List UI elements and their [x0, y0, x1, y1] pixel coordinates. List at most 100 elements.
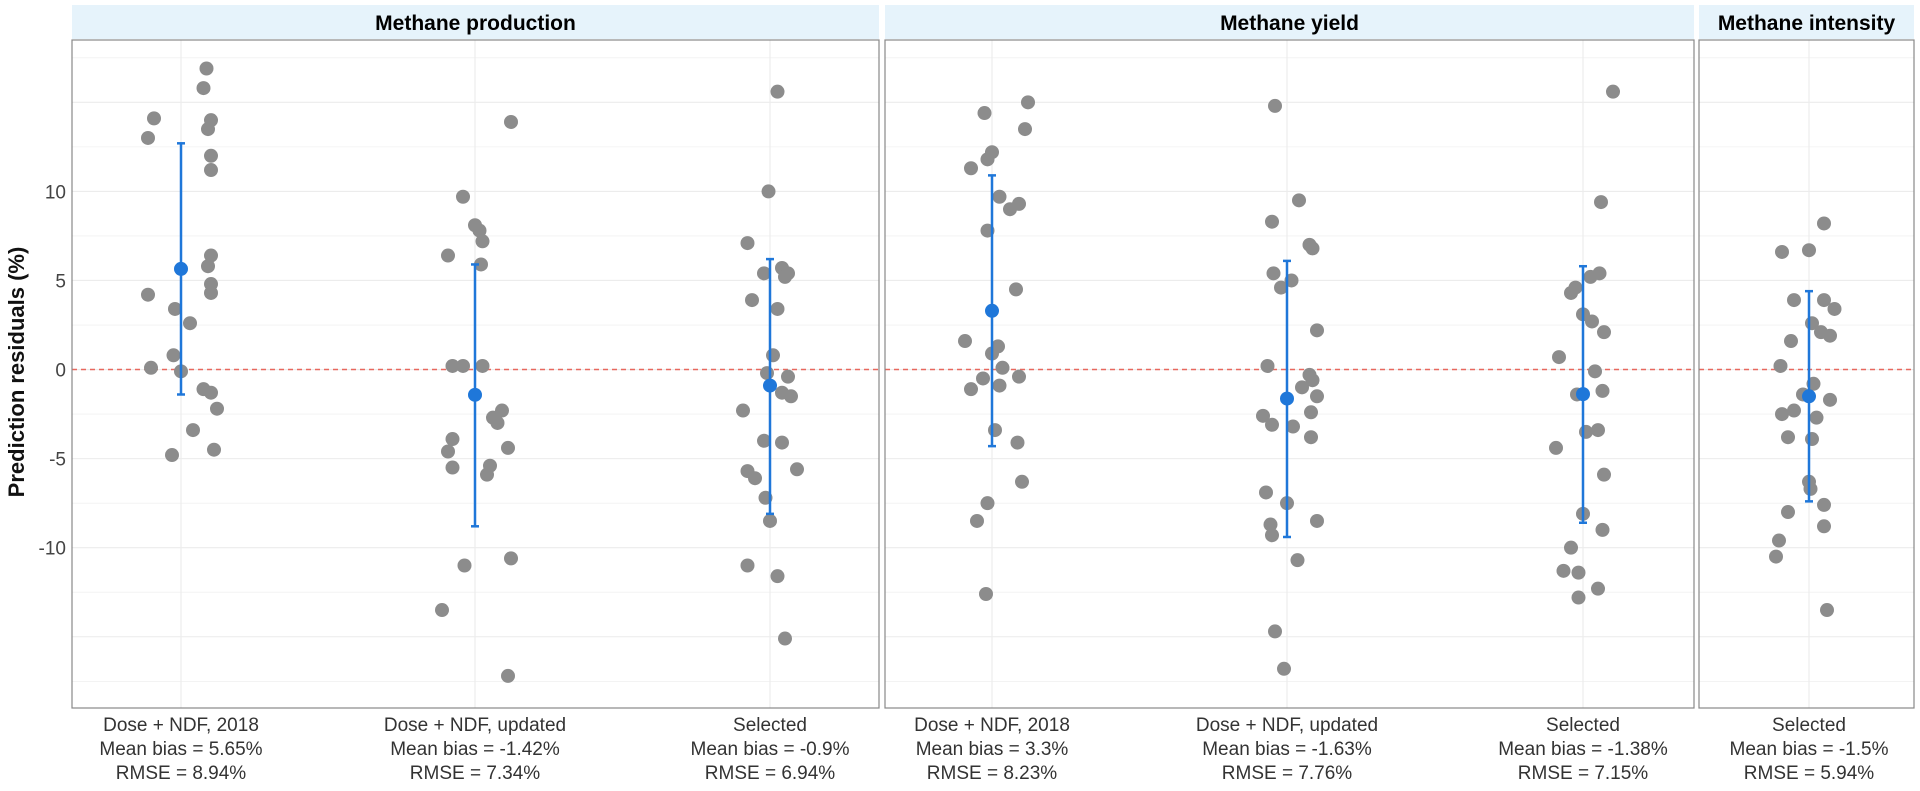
residual-point	[166, 348, 181, 363]
residual-point	[1290, 553, 1305, 568]
residual-point	[201, 122, 215, 137]
residual-point	[976, 371, 990, 386]
rmse-label: RMSE = 7.34%	[410, 763, 541, 784]
residual-point	[1568, 280, 1583, 295]
rmse-label: RMSE = 6.94%	[705, 763, 836, 784]
residual-point	[757, 266, 771, 281]
y-axis-label: Prediction residuals (%)	[4, 247, 29, 498]
residual-point	[748, 471, 762, 486]
mean-point	[763, 378, 777, 393]
residual-point	[204, 285, 218, 300]
residual-point	[1820, 603, 1834, 618]
residual-point	[475, 234, 490, 249]
panel-strip	[1699, 5, 1914, 39]
residual-point	[1775, 244, 1789, 259]
residual-point	[736, 403, 750, 418]
x-tick-label: Dose + NDF, updated	[1196, 715, 1378, 736]
residual-point	[1827, 301, 1842, 316]
residual-point	[1265, 528, 1279, 543]
mean-bias-label: Mean bias = -1.63%	[1202, 739, 1372, 760]
residual-point	[977, 106, 992, 121]
residual-point	[1305, 373, 1320, 388]
residual-point	[1595, 522, 1610, 537]
residual-point	[204, 148, 218, 163]
residual-point	[165, 448, 179, 463]
residual-point	[1265, 214, 1279, 229]
residual-point	[1010, 435, 1025, 450]
x-tick-label: Selected	[1546, 715, 1620, 736]
panel-strip	[885, 5, 1694, 39]
residual-point	[964, 161, 978, 176]
x-tick-label: Dose + NDF, 2018	[103, 715, 259, 736]
residual-point	[1265, 417, 1279, 432]
residual-point	[445, 358, 460, 373]
residual-point	[1817, 293, 1831, 308]
residual-point	[475, 358, 490, 373]
residual-point	[1003, 202, 1017, 217]
residual-point	[210, 401, 224, 416]
residual-point	[1260, 358, 1275, 373]
rmse-label: RMSE = 8.23%	[927, 763, 1058, 784]
residual-point	[1773, 358, 1788, 373]
mean-bias-label: Mean bias = -0.9%	[691, 739, 850, 760]
mean-point	[468, 387, 482, 402]
residual-point	[456, 358, 470, 373]
residual-point	[141, 130, 155, 145]
residual-point	[204, 163, 218, 178]
residual-point	[995, 360, 1010, 375]
residual-point	[1606, 84, 1620, 99]
rmse-label: RMSE = 7.15%	[1518, 763, 1649, 784]
panel-title: Methane production	[375, 12, 576, 35]
residual-point	[1305, 241, 1320, 256]
mean-bias-label: Mean bias = 3.3%	[916, 739, 1069, 760]
residual-point	[1585, 314, 1599, 329]
residual-point	[201, 259, 215, 274]
residual-point	[1817, 497, 1831, 512]
residual-point	[1809, 410, 1824, 425]
residual-point	[1263, 517, 1278, 532]
residual-point	[778, 269, 792, 284]
residual-point	[770, 84, 785, 99]
residual-point	[1784, 334, 1798, 349]
panel-title: Methane intensity	[1718, 12, 1896, 35]
residual-point	[1571, 590, 1586, 605]
mean-point	[1280, 391, 1294, 406]
residual-point	[1594, 195, 1608, 210]
residual-point	[790, 462, 804, 477]
x-tick-label: Selected	[733, 715, 807, 736]
residual-point	[781, 369, 795, 384]
residual-point	[1012, 369, 1026, 384]
residual-point	[472, 223, 487, 238]
y-tick-label: -10	[39, 539, 66, 560]
x-tick-label: Dose + NDF, 2018	[914, 715, 1070, 736]
residual-point	[1591, 581, 1605, 596]
residual-point	[980, 152, 995, 167]
panel-strip	[72, 5, 879, 39]
residual-point	[1310, 389, 1324, 404]
mean-point	[1802, 389, 1816, 404]
y-tick-label: 0	[55, 361, 66, 382]
residual-point	[775, 435, 789, 450]
residual-point	[186, 423, 200, 438]
residual-point	[501, 668, 515, 683]
residual-point	[1817, 216, 1831, 231]
residual-point	[1266, 266, 1281, 281]
residual-point	[445, 432, 460, 447]
residual-point	[1304, 430, 1318, 445]
residual-point	[778, 631, 792, 646]
mean-bias-label: Mean bias = -1.5%	[1730, 739, 1889, 760]
panel-border	[71, 39, 880, 709]
residual-point	[1823, 392, 1837, 407]
panel-border	[1698, 39, 1915, 709]
residual-point	[1592, 266, 1607, 281]
mean-bias-label: Mean bias = -1.42%	[390, 739, 560, 760]
residual-point	[1268, 98, 1282, 113]
residual-point	[1549, 440, 1563, 455]
residual-point	[988, 423, 1002, 438]
residual-point	[504, 551, 518, 566]
residual-point	[168, 301, 182, 316]
residual-point	[1772, 533, 1786, 548]
residual-point	[1588, 364, 1602, 379]
residual-point	[1803, 481, 1818, 496]
